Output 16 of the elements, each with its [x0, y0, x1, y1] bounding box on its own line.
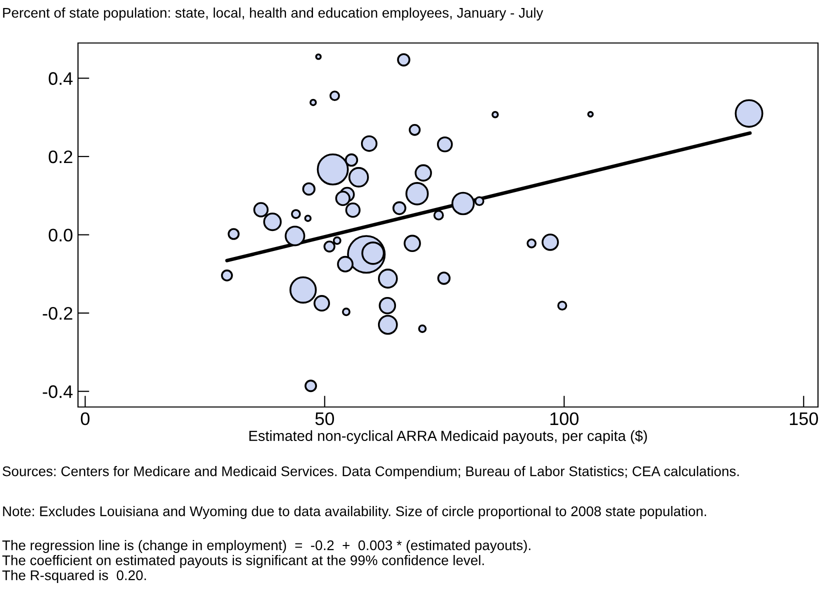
text: The coefficient on estimated payouts is significant at the 99% confidence level. — [2, 555, 484, 568]
text: The R-squared is 0.20. — [2, 570, 146, 583]
y-tick-label: 0.0 — [48, 228, 72, 242]
text: The regression line is (change in employment) = -0.2 + 0.003 * (estimated payouts). — [2, 540, 530, 553]
x-axis-title: Estimated non-cyclical ARRA Medicaid payouts, per capita ($) — [249, 430, 647, 444]
y-tick-label: -0.4 — [42, 385, 73, 398]
x-tick-label: 0 — [80, 412, 90, 426]
y-tick-label: -0.2 — [42, 307, 72, 320]
y-tick-label: 0.2 — [48, 150, 72, 164]
chart-title: Percent of state population: state, local, health and education employees, January - July — [3, 8, 544, 20]
text: Note: Excludes Louisiana and Wyoming due to data availability. Size of circle proportional to 2008 state population. — [3, 506, 706, 519]
x-tick-label: 150 — [790, 412, 818, 426]
y-tick-label: 0.4 — [48, 72, 73, 85]
x-tick-label: 50 — [315, 412, 334, 426]
source-note: Sources: Centers for Medicare and Medicaid Services. Data Compendium; Bureau of Labor Statistics; CEA calculations. — [2, 466, 739, 479]
x-tick-label: 100 — [550, 412, 579, 426]
